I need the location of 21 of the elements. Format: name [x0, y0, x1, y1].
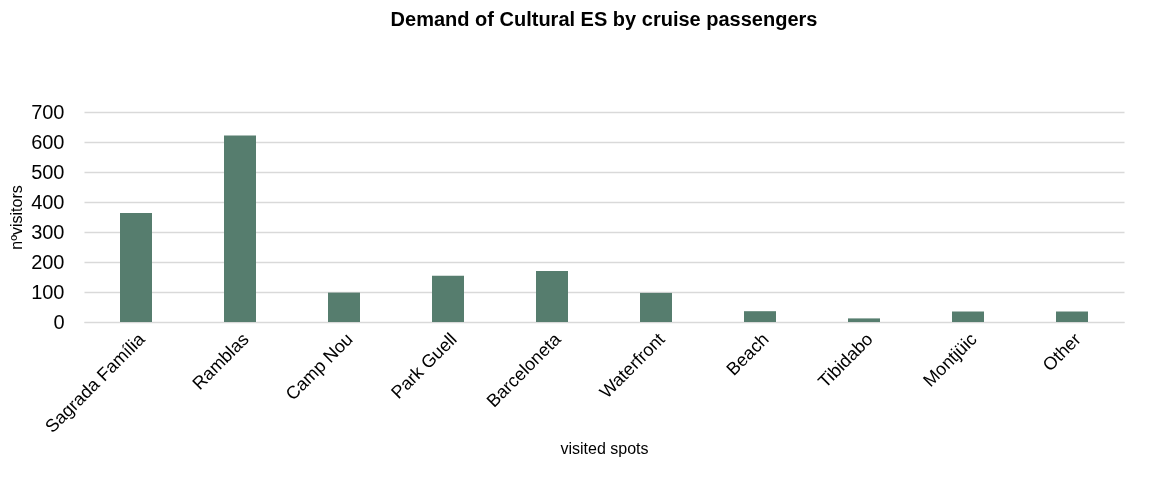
- bar: [432, 275, 464, 322]
- bar: [328, 292, 360, 322]
- y-tick-label: 600: [31, 130, 65, 153]
- bar: [1056, 311, 1088, 322]
- bar: [536, 271, 568, 322]
- y-tick-label: 300: [31, 220, 65, 243]
- bar: [120, 213, 152, 322]
- y-tick-label: 200: [31, 250, 65, 273]
- bar: [640, 292, 672, 322]
- bar: [848, 318, 880, 322]
- y-tick-label: 100: [31, 280, 65, 303]
- bar: [224, 135, 256, 322]
- y-axis-title: nºvisitors: [8, 185, 26, 250]
- y-tick-label: 400: [31, 190, 65, 213]
- x-axis-title: visited spots: [560, 439, 649, 457]
- y-tick-label: 0: [53, 310, 65, 333]
- chart-title: Demand of Cultural ES by cruise passengers: [390, 8, 818, 30]
- bar: [744, 311, 776, 322]
- bar: [952, 311, 984, 322]
- y-tick-label: 500: [31, 160, 65, 183]
- y-tick-label: 700: [31, 100, 65, 123]
